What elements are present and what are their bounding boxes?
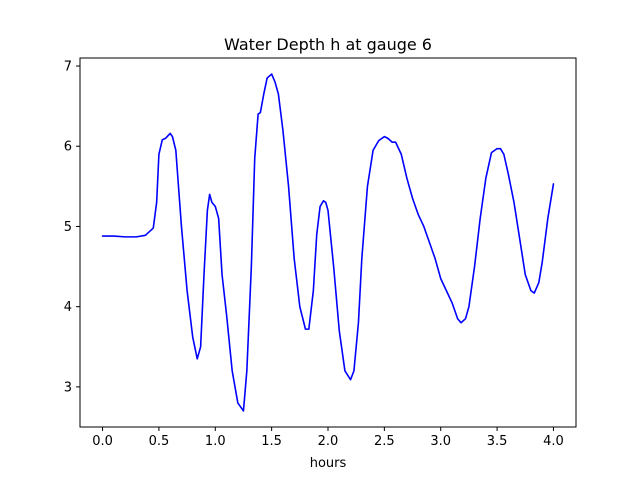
y-tick-label: 4: [64, 300, 72, 315]
plot-area: [79, 57, 577, 428]
x-axis: 0.0 0.5 1.0 1.5 2.0 2.5 3.0 3.5 4.0: [92, 427, 564, 449]
x-axis-label: hours: [310, 456, 347, 471]
x-tick-label: 1.5: [261, 434, 282, 449]
x-tick-label: 0.0: [92, 434, 113, 449]
x-tick-label: 3.0: [430, 434, 451, 449]
x-tick-label: 0.5: [149, 434, 170, 449]
y-tick-label: 3: [64, 380, 72, 395]
x-tick-label: 2.5: [374, 434, 395, 449]
x-tick-label: 1.0: [205, 434, 226, 449]
plot-frame: [79, 57, 577, 428]
y-tick-label: 5: [64, 220, 72, 235]
x-tick-label: 3.5: [487, 434, 508, 449]
y-axis: 3 4 5 6 7: [64, 60, 80, 395]
x-tick-label: 2.0: [318, 434, 339, 449]
x-tick-label: 4.0: [543, 434, 564, 449]
y-tick-label: 7: [64, 60, 72, 75]
series-line-1: [101, 73, 555, 412]
y-tick-label: 6: [64, 140, 72, 155]
chart-title: Water Depth h at gauge 6: [224, 35, 432, 54]
